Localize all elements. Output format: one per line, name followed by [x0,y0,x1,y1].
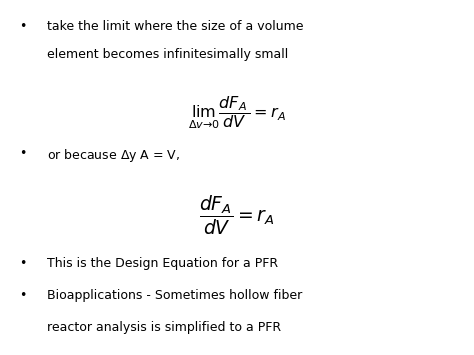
Text: •: • [19,147,27,160]
Text: •: • [19,289,27,302]
Text: element becomes infinitesimally small: element becomes infinitesimally small [47,48,289,61]
Text: $\lim_{\Delta v \to 0} \dfrac{dF_A}{dV} = r_A$: $\lim_{\Delta v \to 0} \dfrac{dF_A}{dV} … [188,94,286,131]
Text: $\dfrac{dF_A}{dV} = r_A$: $\dfrac{dF_A}{dV} = r_A$ [200,193,274,237]
Text: take the limit where the size of a volume: take the limit where the size of a volum… [47,20,304,33]
Text: reactor analysis is simplified to a PFR: reactor analysis is simplified to a PFR [47,321,282,334]
Text: •: • [19,257,27,271]
Text: or because $\Delta$y A = V,: or because $\Delta$y A = V, [47,147,181,164]
Text: This is the Design Equation for a PFR: This is the Design Equation for a PFR [47,257,279,271]
Text: Bioapplications - Sometimes hollow fiber: Bioapplications - Sometimes hollow fiber [47,289,303,302]
Text: •: • [19,20,27,33]
